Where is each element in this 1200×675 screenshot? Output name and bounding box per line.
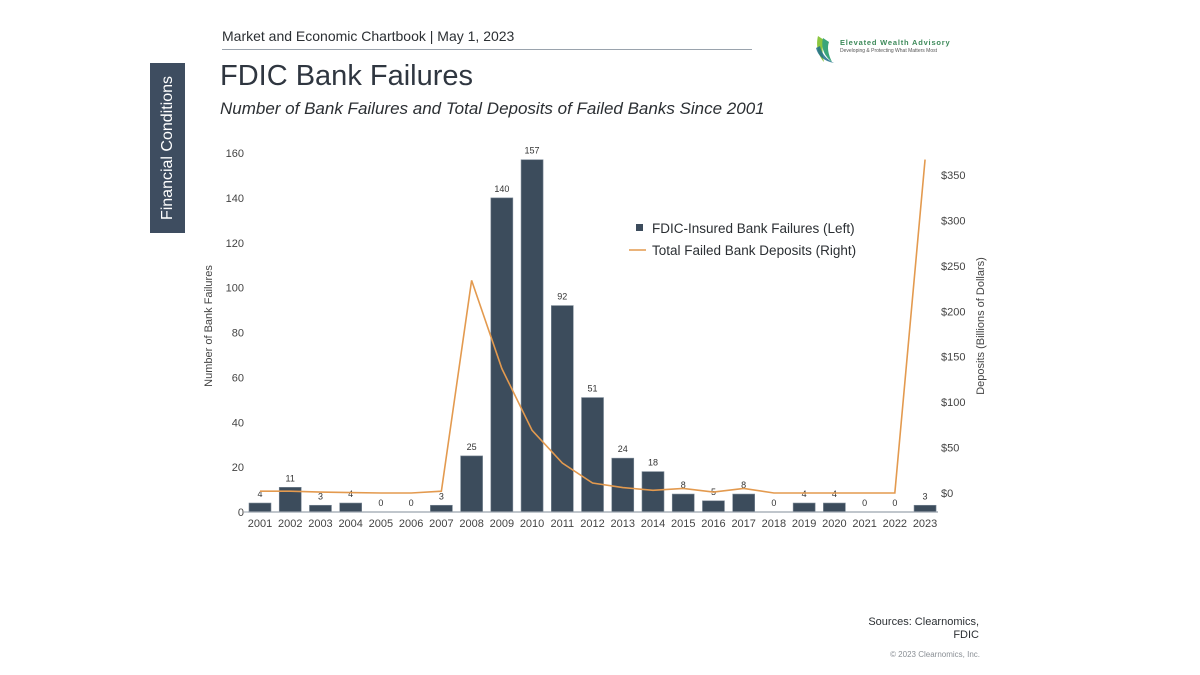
bar-value-label: 8 <box>681 480 686 490</box>
x-tick-label: 2010 <box>520 518 544 530</box>
bar-value-label: 3 <box>318 491 323 501</box>
x-tick-label: 2006 <box>399 518 423 530</box>
bar <box>792 502 816 513</box>
y-left-tick: 120 <box>226 238 244 250</box>
x-tick-label: 2003 <box>308 518 332 530</box>
x-tick-label: 2004 <box>338 518 362 530</box>
section-tab: Financial Conditions <box>150 63 185 233</box>
bar-value-label: 0 <box>378 498 383 508</box>
bar <box>823 502 846 513</box>
y-right-tick: $300 <box>941 215 965 227</box>
y-right-tick: $100 <box>941 397 965 409</box>
y-left-tick: 40 <box>232 417 244 429</box>
sources-note: Sources: Clearnomics, FDIC <box>868 616 979 642</box>
bar-value-label: 8 <box>741 480 746 490</box>
bar-value-label: 140 <box>494 184 509 194</box>
bar-value-label: 18 <box>648 458 658 468</box>
bar-value-label: 0 <box>771 498 776 508</box>
bar-value-label: 4 <box>348 489 353 499</box>
y-left-tick: 20 <box>232 462 244 474</box>
x-tick-label: 2007 <box>429 518 453 530</box>
page-title: FDIC Bank Failures <box>220 60 474 92</box>
bar-value-label: 25 <box>467 442 477 452</box>
y-left-tick: 140 <box>226 193 244 205</box>
bar-value-label: 0 <box>862 498 867 508</box>
leaf-logo-icon <box>816 36 834 63</box>
x-tick-label: 2022 <box>883 518 907 530</box>
x-tick-label: 2015 <box>671 518 695 530</box>
bar-value-label: 92 <box>557 292 567 302</box>
y-right-tick: $350 <box>941 170 965 182</box>
chartbook-header: Market and Economic Chartbook | May 1, 2… <box>222 28 515 44</box>
logo-tagline: Developing & Protecting What Matters Mos… <box>840 48 937 54</box>
y-right-tick: $200 <box>941 306 965 318</box>
bar <box>248 502 272 513</box>
company-logo: Elevated Wealth Advisory Developing & Pr… <box>814 34 964 64</box>
bar-value-label: 24 <box>618 444 628 454</box>
bar <box>732 493 755 513</box>
y-left-tick: 60 <box>232 372 244 384</box>
bar-value-label: 157 <box>525 146 540 156</box>
bar <box>913 504 937 513</box>
bar <box>520 159 544 513</box>
x-tick-label: 2011 <box>550 518 574 530</box>
x-tick-label: 2023 <box>913 518 937 530</box>
bar <box>550 305 574 513</box>
bar <box>309 504 332 513</box>
bar-value-label: 3 <box>439 491 444 501</box>
bar <box>671 493 695 513</box>
x-tick-label: 2005 <box>369 518 393 530</box>
y-left-tick: 80 <box>232 328 244 340</box>
bar <box>460 455 483 513</box>
header-divider <box>222 49 752 50</box>
bar-value-label: 51 <box>588 384 598 394</box>
bar-value-label: 3 <box>923 491 928 501</box>
legend-bar-label: FDIC-Insured Bank Failures (Left) <box>652 221 855 236</box>
bar <box>641 471 665 513</box>
x-tick-label: 2001 <box>248 518 272 530</box>
y-right-tick: $0 <box>941 488 953 500</box>
deposits-line <box>260 159 926 494</box>
y-left-tick: 0 <box>238 507 244 519</box>
sources-line-1: Sources: Clearnomics, <box>868 616 979 628</box>
bar <box>490 197 514 513</box>
bar-value-label: 11 <box>286 473 295 483</box>
bar-value-label: 0 <box>409 498 414 508</box>
legend-line-label: Total Failed Bank Deposits (Right) <box>652 243 856 258</box>
y-left-tick: 100 <box>226 283 244 295</box>
x-tick-label: 2012 <box>580 518 604 530</box>
bar <box>702 500 725 513</box>
x-tick-label: 2016 <box>701 518 725 530</box>
logo-name: Elevated Wealth Advisory <box>840 38 951 47</box>
x-tick-label: 2021 <box>852 518 876 530</box>
bar-value-label: 0 <box>892 498 897 508</box>
bar-value-label: 4 <box>802 489 807 499</box>
x-tick-label: 2017 <box>731 518 755 530</box>
bar <box>581 397 604 513</box>
x-tick-label: 2009 <box>490 518 514 530</box>
bar-value-label: 4 <box>257 489 262 499</box>
x-tick-label: 2020 <box>822 518 846 530</box>
y-right-label: Deposits (Billions of Dollars) <box>975 257 987 395</box>
y-right-tick: $50 <box>941 443 959 455</box>
x-tick-label: 2018 <box>762 518 786 530</box>
legend-bar-icon <box>636 224 643 231</box>
y-left-label: Number of Bank Failures <box>203 265 215 387</box>
page-subtitle: Number of Bank Failures and Total Deposi… <box>220 99 765 118</box>
x-tick-label: 2013 <box>611 518 635 530</box>
bar <box>339 502 362 513</box>
bar-value-label: 4 <box>832 489 837 499</box>
sources-line-2: FDIC <box>953 629 979 641</box>
y-left-tick: 160 <box>226 148 244 160</box>
bar <box>611 457 635 513</box>
y-right-tick: $150 <box>941 352 965 364</box>
x-tick-label: 2019 <box>792 518 816 530</box>
copyright: © 2023 Clearnomics, Inc. <box>890 650 980 659</box>
x-tick-label: 2008 <box>459 518 483 530</box>
x-tick-label: 2014 <box>641 518 665 530</box>
x-tick-label: 2002 <box>278 518 302 530</box>
y-right-tick: $250 <box>941 261 965 273</box>
bar <box>430 504 453 513</box>
